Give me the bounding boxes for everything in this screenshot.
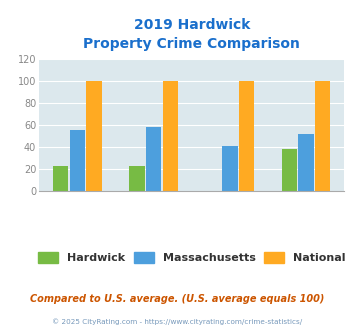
- Bar: [87, 82, 102, 191]
- Bar: [239, 82, 254, 191]
- Bar: [146, 126, 161, 191]
- Bar: [315, 82, 331, 191]
- Legend: Hardwick, Massachusetts, National: Hardwick, Massachusetts, National: [33, 247, 350, 267]
- Bar: [222, 146, 237, 191]
- Bar: [163, 82, 178, 191]
- Bar: [129, 166, 144, 191]
- Bar: [282, 148, 297, 191]
- Text: © 2025 CityRating.com - https://www.cityrating.com/crime-statistics/: © 2025 CityRating.com - https://www.city…: [53, 318, 302, 325]
- Text: Compared to U.S. average. (U.S. average equals 100): Compared to U.S. average. (U.S. average …: [30, 294, 325, 304]
- Title: 2019 Hardwick
Property Crime Comparison: 2019 Hardwick Property Crime Comparison: [83, 18, 300, 51]
- Bar: [53, 166, 69, 191]
- Bar: [70, 130, 85, 191]
- Bar: [298, 134, 314, 191]
